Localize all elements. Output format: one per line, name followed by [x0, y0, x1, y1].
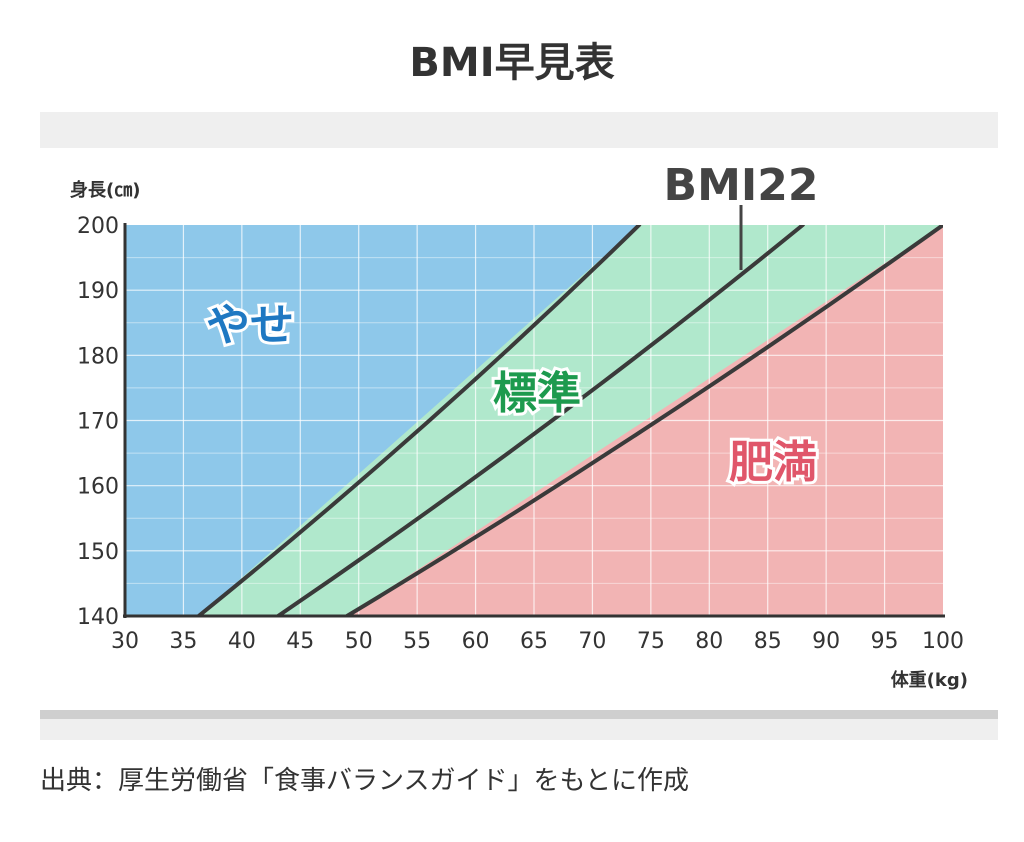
y-tick-label: 190	[77, 279, 119, 304]
bmi22-annotation: BMI22	[664, 160, 819, 211]
region-label-obese: 肥満	[729, 437, 817, 488]
y-tick-label: 170	[77, 410, 119, 435]
x-tick-label: 40	[228, 629, 256, 654]
region-label-normal: 標準	[493, 368, 581, 419]
source-caption: 出典：厚生労働省「食事バランスガイド」をもとに作成	[40, 766, 689, 796]
bmi-lower-curve	[196, 225, 642, 616]
x-tick-label: 45	[286, 629, 314, 654]
x-tick-label: 60	[462, 629, 490, 654]
x-axis-label: 体重(kg)	[891, 669, 968, 691]
bmi22-curve	[276, 225, 805, 616]
y-tick-label: 150	[77, 540, 119, 565]
region-label-underweight: やせ	[206, 300, 294, 351]
x-tick-label: 50	[345, 629, 373, 654]
x-tick-label: 65	[520, 629, 548, 654]
y-tick-label: 160	[77, 475, 119, 500]
bottom-band	[40, 710, 998, 740]
x-tick-label: 30	[111, 629, 139, 654]
y-axis-label: 身長(㎝)	[70, 179, 140, 201]
x-tick-label: 85	[754, 629, 782, 654]
bmi-upper-curve	[345, 225, 943, 616]
x-tick-label: 80	[695, 629, 723, 654]
page-title: BMI早見表	[409, 40, 615, 86]
x-tick-label: 100	[922, 629, 964, 654]
x-tick-label: 75	[637, 629, 665, 654]
y-tick-label: 180	[77, 344, 119, 369]
top-band	[40, 112, 998, 148]
y-tick-label: 200	[77, 214, 119, 239]
x-tick-label: 95	[871, 629, 899, 654]
x-tick-label: 70	[578, 629, 606, 654]
x-tick-label: 55	[403, 629, 431, 654]
y-tick-label: 140	[77, 605, 119, 630]
x-tick-label: 35	[169, 629, 197, 654]
x-tick-label: 90	[812, 629, 840, 654]
